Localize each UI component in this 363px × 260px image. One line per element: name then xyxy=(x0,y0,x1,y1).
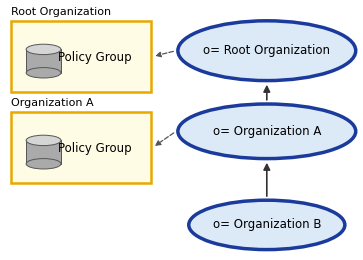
Text: o= Organization B: o= Organization B xyxy=(213,218,321,231)
Ellipse shape xyxy=(189,200,345,250)
Text: o= Root Organization: o= Root Organization xyxy=(203,44,330,57)
Ellipse shape xyxy=(26,44,61,55)
FancyBboxPatch shape xyxy=(26,49,61,73)
FancyBboxPatch shape xyxy=(11,21,151,92)
FancyBboxPatch shape xyxy=(11,112,151,183)
Ellipse shape xyxy=(26,68,61,78)
Text: Organization A: Organization A xyxy=(11,98,94,108)
Text: Policy Group: Policy Group xyxy=(58,51,131,64)
Text: Root Organization: Root Organization xyxy=(11,7,111,17)
Ellipse shape xyxy=(26,159,61,169)
Ellipse shape xyxy=(178,21,356,81)
Ellipse shape xyxy=(178,104,356,159)
Ellipse shape xyxy=(26,135,61,146)
FancyBboxPatch shape xyxy=(26,140,61,164)
Text: o= Organization A: o= Organization A xyxy=(213,125,321,138)
Text: Policy Group: Policy Group xyxy=(58,142,131,155)
